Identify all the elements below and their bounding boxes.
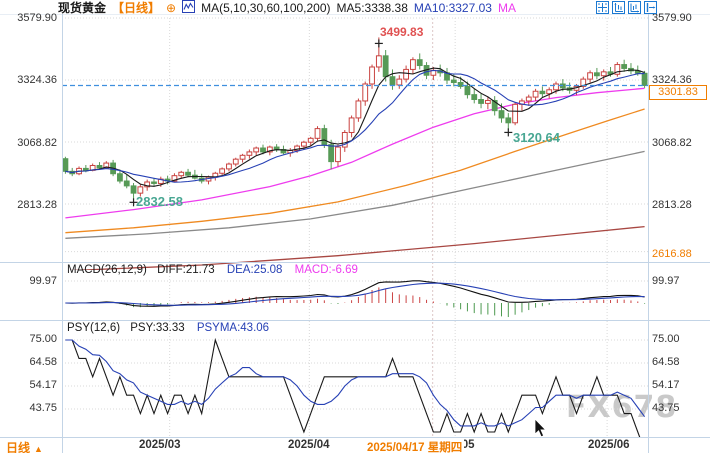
psy-pane-header: PSY(12,6) PSY:33.33 PSYMA:43.06 xyxy=(67,322,269,334)
divider xyxy=(648,438,649,453)
divider xyxy=(62,438,63,453)
axis-label: 64.58 xyxy=(29,356,57,368)
axis-label: 43.75 xyxy=(652,402,680,414)
axis-label: 75.00 xyxy=(29,333,57,345)
ma5-value: MA5:3338.38 xyxy=(336,0,408,15)
psy-value: PSY:33.33 xyxy=(130,322,185,334)
low-price-annotation: 2832.58 xyxy=(136,194,183,209)
axis-label: 2813.28 xyxy=(17,199,57,211)
axis-label: 3068.82 xyxy=(17,137,57,149)
symbol-name: 现货黄金 xyxy=(58,1,107,15)
axis-label: 43.75 xyxy=(29,402,57,414)
axis-label: 54.17 xyxy=(29,379,57,391)
ma-more-label: MA xyxy=(497,0,516,15)
axis-label: 3579.90 xyxy=(652,12,692,24)
macd-dea-value: DEA:25.08 xyxy=(226,264,283,276)
axis-label: 3324.36 xyxy=(17,74,57,86)
axis-label: 64.58 xyxy=(652,356,680,368)
axis-label: 2813.28 xyxy=(652,199,692,211)
ma-params-label: MA(5,10,30,60,100,200) xyxy=(201,0,331,15)
mouse-cursor xyxy=(534,419,547,438)
crosshair-tool-icon[interactable] xyxy=(596,1,609,14)
selected-date-label: 2025/04/17 星期四 xyxy=(367,439,465,453)
title-bar: 现货黄金 【日线】 ⊕ MA(5,10,30,60,100,200) MA5:3… xyxy=(58,0,516,15)
date-label: 2025/03 xyxy=(139,439,181,451)
chevron-up-icon: ▲ xyxy=(34,444,43,453)
axis-label: 54.17 xyxy=(652,379,680,391)
axis-label: 3324.36 xyxy=(652,74,692,86)
axis-label: 99.97 xyxy=(652,275,680,287)
axis-label: 75.00 xyxy=(652,333,680,345)
psyma-value: PSYMA:43.06 xyxy=(196,322,270,334)
psy-params-label: PSY(12,6) xyxy=(67,322,121,334)
chart-type-icon[interactable] xyxy=(182,0,196,16)
macd-params-label: MACD(26,12,9) xyxy=(67,264,147,276)
x-scale-tool-icon[interactable] xyxy=(628,1,641,14)
ma10-value: MA10:3327.03 xyxy=(413,0,492,15)
axis-label: 3579.90 xyxy=(17,12,57,24)
chart-toolbar xyxy=(596,1,657,14)
date-label: 2025/04 xyxy=(288,439,330,451)
pan-right-tool-icon[interactable] xyxy=(644,1,657,14)
axis-label: 3068.82 xyxy=(652,137,692,149)
low-price-annotation: 3120.64 xyxy=(513,130,560,145)
macd-pane-header: MACD(26,12,9) DIFF:21.73 DEA:25.08 MACD:… xyxy=(67,264,358,276)
macd-diff-value: DIFF:21.73 xyxy=(157,264,215,276)
period-tag: 【日线】 xyxy=(112,1,161,15)
add-indicator-icon[interactable]: ⊕ xyxy=(166,0,177,15)
current-price-badge: 3301.83 xyxy=(649,85,707,100)
range-low-label: 2616.88 xyxy=(652,248,692,260)
date-axis-bar: 日线▲ 2025/03 2025/04 2025/05 2025/04/17 星… xyxy=(0,438,710,453)
macd-value: MACD:-6.69 xyxy=(294,264,358,276)
date-label: 2025/06 xyxy=(588,439,630,451)
high-price-annotation: 3499.83 xyxy=(380,25,424,39)
watermark: FX678 xyxy=(566,390,678,425)
period-selector[interactable]: 日线 ▲ xyxy=(6,441,43,453)
axis-label: 99.97 xyxy=(29,275,57,287)
y-scale-tool-icon[interactable] xyxy=(612,1,625,14)
